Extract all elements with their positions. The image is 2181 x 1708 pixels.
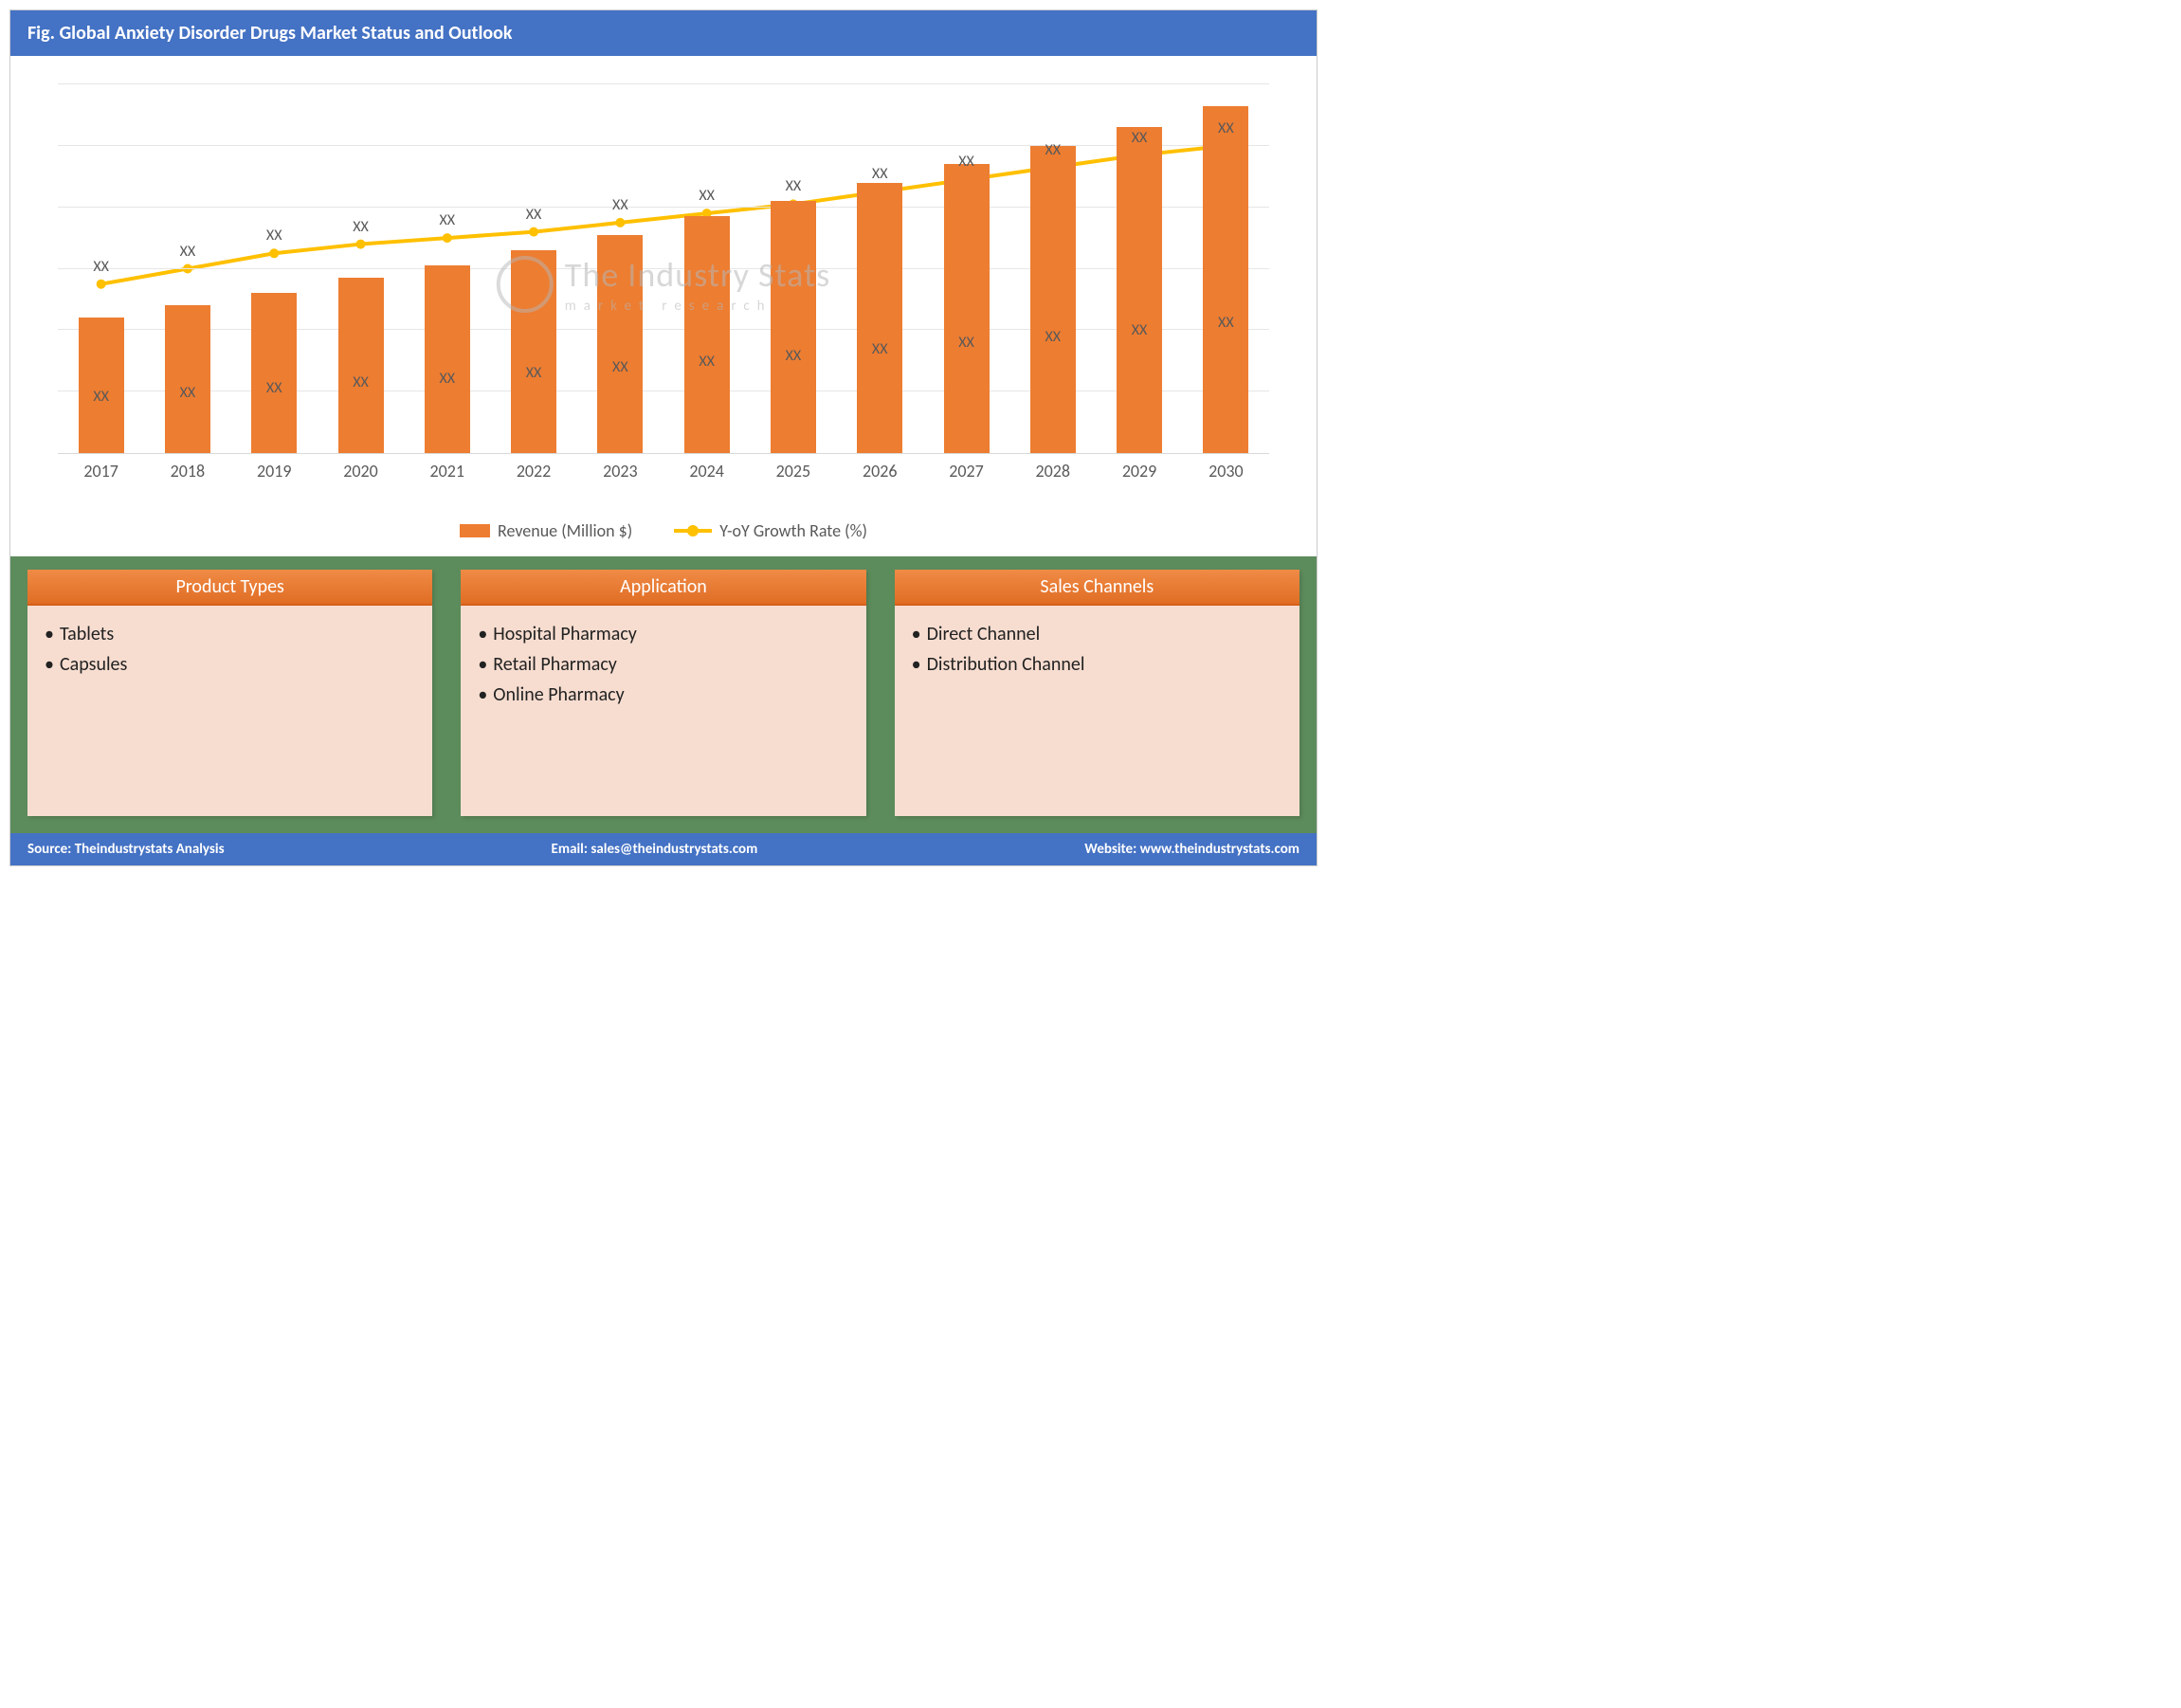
x-axis-label: 2025 (755, 461, 831, 482)
x-axis-label: 2022 (496, 461, 572, 482)
swatch-bar-icon (460, 524, 490, 537)
legend-revenue: Revenue (Million $) (460, 520, 632, 541)
bar-value-label: XX (425, 370, 470, 388)
bar-value-label: XX (251, 379, 297, 397)
figure-title: Fig. Global Anxiety Disorder Drugs Marke… (10, 10, 1317, 56)
revenue-bar (771, 201, 816, 453)
footer-bar: Source: Theindustrystats Analysis Email:… (10, 833, 1317, 865)
info-box: Sales ChannelsDirect ChannelDistribution… (895, 570, 1300, 816)
info-box-title: Product Types (27, 570, 432, 606)
x-axis-label: 2027 (929, 461, 1005, 482)
info-item: Hospital Pharmacy (478, 619, 848, 649)
grid-line (58, 207, 1269, 208)
revenue-bar (511, 250, 556, 453)
grid-line (58, 83, 1269, 84)
revenue-bar (251, 293, 297, 453)
x-axis-label: 2020 (323, 461, 399, 482)
bar-value-label: XX (857, 340, 902, 358)
revenue-bar (1030, 146, 1076, 453)
x-axis-label: 2023 (582, 461, 658, 482)
footer-email: Email: sales@theindustrystats.com (552, 841, 758, 858)
line-value-label: XX (251, 227, 297, 245)
x-axis-label: 2029 (1101, 461, 1177, 482)
line-value-label: XX (771, 177, 816, 195)
bar-value-label: XX (944, 334, 990, 352)
legend-bar-label: Revenue (Million $) (498, 520, 632, 541)
revenue-bar (425, 265, 470, 453)
revenue-bar (1117, 127, 1162, 453)
bar-value-label: XX (338, 373, 384, 391)
revenue-bar (79, 318, 124, 453)
footer-source: Source: Theindustrystats Analysis (27, 841, 225, 858)
info-box: Product TypesTabletsCapsules (27, 570, 432, 816)
revenue-bar (857, 183, 902, 453)
line-value-label: XX (944, 153, 990, 171)
footer-website: Website: www.theindustrystats.com (1084, 841, 1300, 858)
bar-value-label: XX (1030, 328, 1076, 346)
line-value-label: XX (597, 196, 643, 214)
info-item: Capsules (45, 649, 415, 680)
line-value-label: XX (79, 258, 124, 276)
bar-value-label: XX (1203, 314, 1248, 332)
info-box-title: Sales Channels (895, 570, 1300, 606)
x-axis-label: 2026 (842, 461, 918, 482)
info-box-body: Hospital PharmacyRetail PharmacyOnline P… (461, 606, 865, 723)
legend: Revenue (Million $) Y-oY Growth Rate (%) (29, 511, 1298, 547)
line-value-label: XX (425, 211, 470, 229)
revenue-bar (165, 305, 210, 453)
bar-value-label: XX (1117, 321, 1162, 339)
bar-value-label: XX (511, 364, 556, 382)
x-axis-label: 2019 (236, 461, 312, 482)
info-box-body: TabletsCapsules (27, 606, 432, 693)
x-axis-label: 2028 (1015, 461, 1091, 482)
revenue-bar (597, 235, 643, 453)
bar-value-label: XX (165, 384, 210, 402)
line-value-label: XX (1117, 129, 1162, 147)
info-item: Distribution Channel (912, 649, 1282, 680)
x-axis-label: 2024 (669, 461, 745, 482)
info-box-body: Direct ChannelDistribution Channel (895, 606, 1300, 693)
info-item: Online Pharmacy (478, 680, 848, 710)
line-value-label: XX (684, 187, 730, 205)
bar-value-label: XX (79, 388, 124, 406)
grid-line (58, 145, 1269, 146)
plot-region: XXXX2017XXXX2018XXXX2019XXXX2020XXXX2021… (58, 84, 1269, 454)
grid-line (58, 268, 1269, 269)
bar-value-label: XX (597, 358, 643, 376)
x-axis-label: 2021 (409, 461, 485, 482)
grid-line (58, 329, 1269, 330)
info-item: Retail Pharmacy (478, 649, 848, 680)
bar-value-label: XX (771, 347, 816, 365)
info-item: Direct Channel (912, 619, 1282, 649)
figure-container: Fig. Global Anxiety Disorder Drugs Marke… (9, 9, 1318, 866)
revenue-bar (684, 216, 730, 453)
x-axis-label: 2030 (1188, 461, 1263, 482)
legend-line-label: Y-oY Growth Rate (%) (719, 520, 867, 541)
swatch-line-icon (674, 524, 712, 537)
info-item: Tablets (45, 619, 415, 649)
line-value-label: XX (338, 218, 384, 236)
legend-growth: Y-oY Growth Rate (%) (674, 520, 867, 541)
chart-area: XX XX 2017 XX XX 2018 XX XX 2019 XX XX 2020 XX XX 2021… (29, 75, 1298, 511)
info-box-title: Application (461, 570, 865, 606)
line-value-label: XX (165, 243, 210, 261)
info-row: Product TypesTabletsCapsulesApplicationH… (10, 556, 1317, 833)
bar-value-label: XX (684, 353, 730, 371)
info-box: ApplicationHospital PharmacyRetail Pharm… (461, 570, 865, 816)
line-value-label: XX (511, 206, 556, 224)
chart-panel: XX XX 2017 XX XX 2018 XX XX 2019 XX XX 2020 XX XX 2021… (10, 56, 1317, 556)
line-value-label: XX (1030, 141, 1076, 159)
x-axis-label: 2017 (64, 461, 139, 482)
line-value-label: XX (857, 165, 902, 183)
revenue-bar (944, 164, 990, 453)
revenue-bar (1203, 106, 1248, 453)
growth-line (58, 84, 1269, 453)
line-value-label: XX (1203, 119, 1248, 137)
revenue-bar (338, 278, 384, 453)
x-axis-label: 2018 (150, 461, 226, 482)
